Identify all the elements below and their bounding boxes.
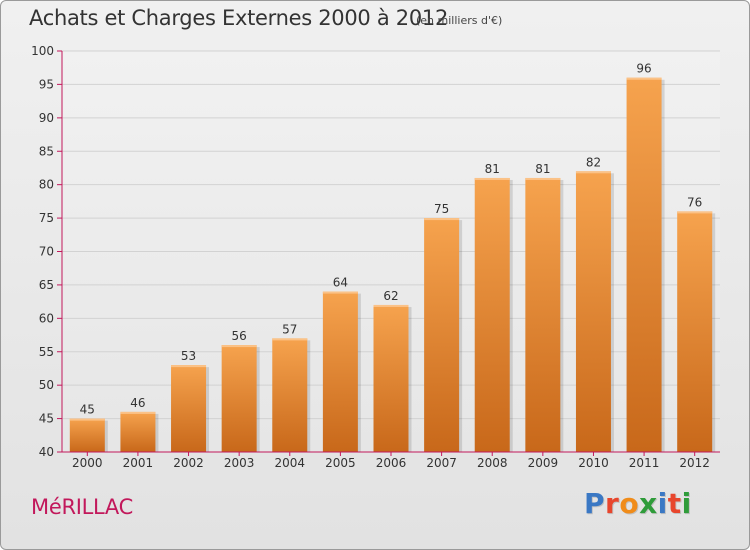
x-tick-label: 2012 [679,456,710,470]
y-tick-label: 95 [39,77,54,91]
x-tick-label: 2010 [578,456,609,470]
bar-top-highlight [120,411,156,414]
y-tick-label: 70 [39,245,54,259]
bar-top-highlight [677,211,713,214]
bar-2003 [221,345,257,452]
x-tick-label: 2008 [477,456,508,470]
bar-value-label: 56 [232,329,247,343]
bar-top-highlight [69,418,105,421]
bar-top-highlight [525,177,561,180]
bar-top-highlight [474,177,510,180]
bar-value-label: 46 [130,396,145,410]
bar-value-label: 57 [282,322,297,336]
bar-value-label: 64 [333,276,348,290]
bar-value-label: 75 [434,202,449,216]
bar-top-highlight [322,291,358,294]
y-tick-label: 40 [39,445,54,459]
chart-title: Achats et Charges Externes 2000 à 2012 [29,6,449,30]
x-tick-label: 2003 [224,456,255,470]
bar-2002 [171,365,207,452]
logo-letter: x [639,487,658,520]
proxiti-logo: Proxiti [584,487,692,520]
bar-2011 [626,77,662,452]
logo-letter: i [681,487,692,520]
bar-2009 [525,177,561,452]
logo-letter: o [619,487,640,520]
bar-value-label: 96 [636,62,651,76]
bar-2000 [69,418,105,452]
logo-letter: i [657,487,668,520]
bar-value-label: 81 [485,162,500,176]
y-tick-label: 100 [31,44,54,58]
bar-value-label: 82 [586,155,601,169]
x-tick-label: 2000 [72,456,103,470]
y-tick-label: 50 [39,378,54,392]
x-tick-label: 2007 [426,456,457,470]
y-tick-label: 90 [39,111,54,125]
bar-2010 [575,171,611,453]
y-tick-label: 80 [39,178,54,192]
x-tick-label: 2002 [173,456,204,470]
logo-letter: P [584,487,606,520]
bar-top-highlight [575,171,611,174]
y-tick-label: 55 [39,345,54,359]
bar-2004 [272,338,308,452]
bar-top-highlight [272,338,308,341]
x-tick-label: 2004 [274,456,305,470]
y-tick-label: 45 [39,412,54,426]
bar-2006 [373,304,409,452]
x-tick-label: 2011 [629,456,660,470]
chart-unit-label: (en milliers d'€) [416,14,503,27]
x-tick-label: 2009 [528,456,559,470]
bar-value-label: 62 [383,289,398,303]
bar-value-label: 53 [181,349,196,363]
y-tick-label: 60 [39,311,54,325]
bar-top-highlight [221,345,257,348]
x-tick-label: 2001 [123,456,154,470]
y-tick-label: 75 [39,211,54,225]
x-tick-label: 2005 [325,456,356,470]
logo-letter: t [667,487,682,520]
bar-top-highlight [424,218,460,221]
y-tick-label: 65 [39,278,54,292]
bar-value-label: 81 [535,162,550,176]
bar-2007 [424,218,460,452]
bar-2001 [120,411,156,452]
bar-value-label: 76 [687,195,702,209]
bar-2008 [474,177,510,452]
bar-top-highlight [171,365,207,368]
bar-value-label: 45 [80,403,95,417]
bar-2012 [677,211,713,452]
y-tick-label: 85 [39,144,54,158]
bar-top-highlight [373,304,409,307]
x-tick-label: 2006 [376,456,407,470]
town-name: MéRILLAC [31,495,133,519]
logo-letter: r [605,487,620,520]
bar-top-highlight [626,77,662,80]
bar-2005 [322,291,358,452]
